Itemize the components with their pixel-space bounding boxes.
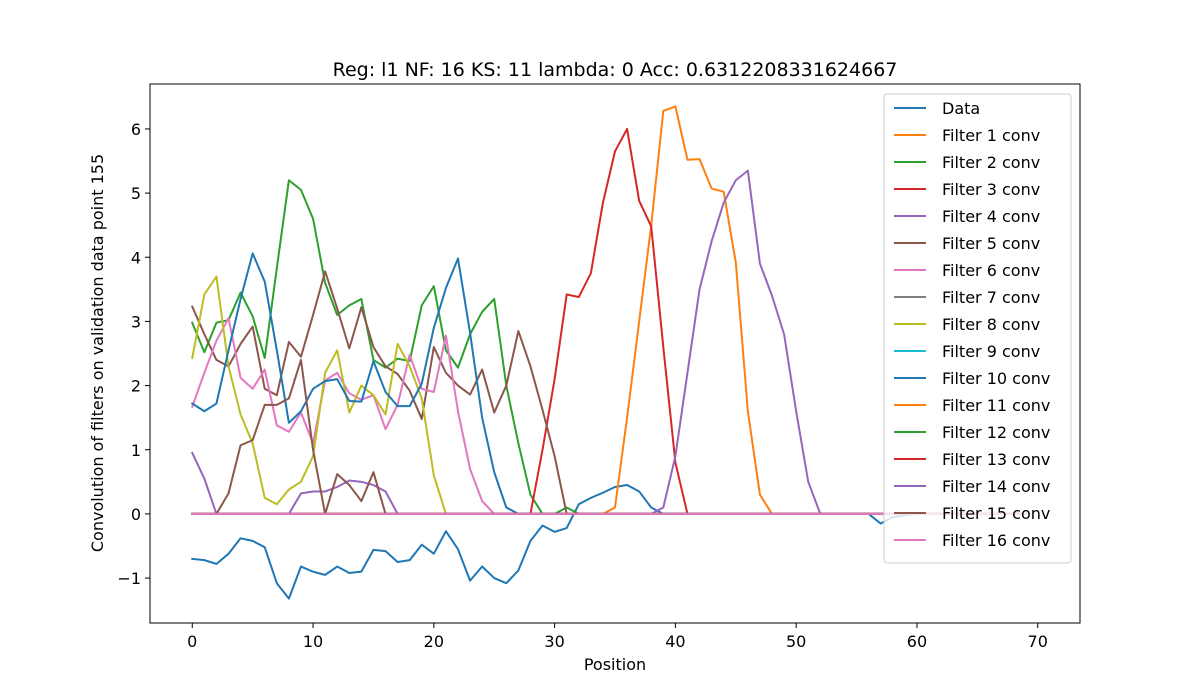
y-tick-label: 6 <box>131 120 141 139</box>
y-tick-label: 1 <box>131 441 141 460</box>
legend-entry: Filter 8 conv <box>942 315 1040 334</box>
legend-entry: Filter 12 conv <box>942 423 1050 442</box>
legend-entry: Filter 15 conv <box>942 504 1050 523</box>
legend-entry: Filter 10 conv <box>942 369 1050 388</box>
x-tick-label: 30 <box>544 632 564 651</box>
legend-entry: Filter 4 conv <box>942 207 1040 226</box>
plot-frame <box>149 83 1081 624</box>
y-tick-label: 2 <box>131 377 141 396</box>
legend-entry: Filter 2 conv <box>942 153 1040 172</box>
legend-entry: Data <box>942 99 980 118</box>
legend-entry: Filter 6 conv <box>942 261 1040 280</box>
chart-title: Reg: l1 NF: 16 KS: 11 lambda: 0 Acc: 0.6… <box>333 59 898 81</box>
y-tick-label: −1 <box>117 569 141 588</box>
x-tick-label: 40 <box>665 632 685 651</box>
x-tick-label: 50 <box>786 632 806 651</box>
x-axis-label: Position <box>584 655 646 674</box>
legend-entry: Filter 9 conv <box>942 342 1040 361</box>
legend-box <box>883 93 1072 564</box>
legend-entry: Filter 1 conv <box>942 126 1040 145</box>
y-axis-label: Convolution of filters on validation dat… <box>88 154 107 552</box>
legend-entry: Filter 14 conv <box>942 477 1050 496</box>
legend-entry: Filter 13 conv <box>942 450 1050 469</box>
x-tick-label: 0 <box>187 632 197 651</box>
y-tick-label: 5 <box>131 184 141 203</box>
x-tick-label: 10 <box>303 632 323 651</box>
x-tick-label: 60 <box>907 632 927 651</box>
y-tick-label: 3 <box>131 312 141 331</box>
legend-entry: Filter 16 conv <box>942 531 1050 550</box>
legend: Data Filter 1 conv Filter 2 conv Filter 3 c… <box>883 93 1072 564</box>
legend-entry: Filter 7 conv <box>942 288 1040 307</box>
legend-entry: Filter 3 conv <box>942 180 1040 199</box>
y-tick-label: 4 <box>131 248 141 267</box>
y-axis: −1 0 1 2 3 4 5 6 <box>117 120 150 588</box>
y-tick-label: 0 <box>131 505 141 524</box>
x-tick-label: 70 <box>1028 632 1048 651</box>
x-tick-label: 20 <box>424 632 444 651</box>
legend-entry: Filter 5 conv <box>942 234 1040 253</box>
legend-entry: Filter 11 conv <box>942 396 1050 415</box>
x-axis: 0 10 20 30 40 50 60 70 <box>187 623 1048 651</box>
